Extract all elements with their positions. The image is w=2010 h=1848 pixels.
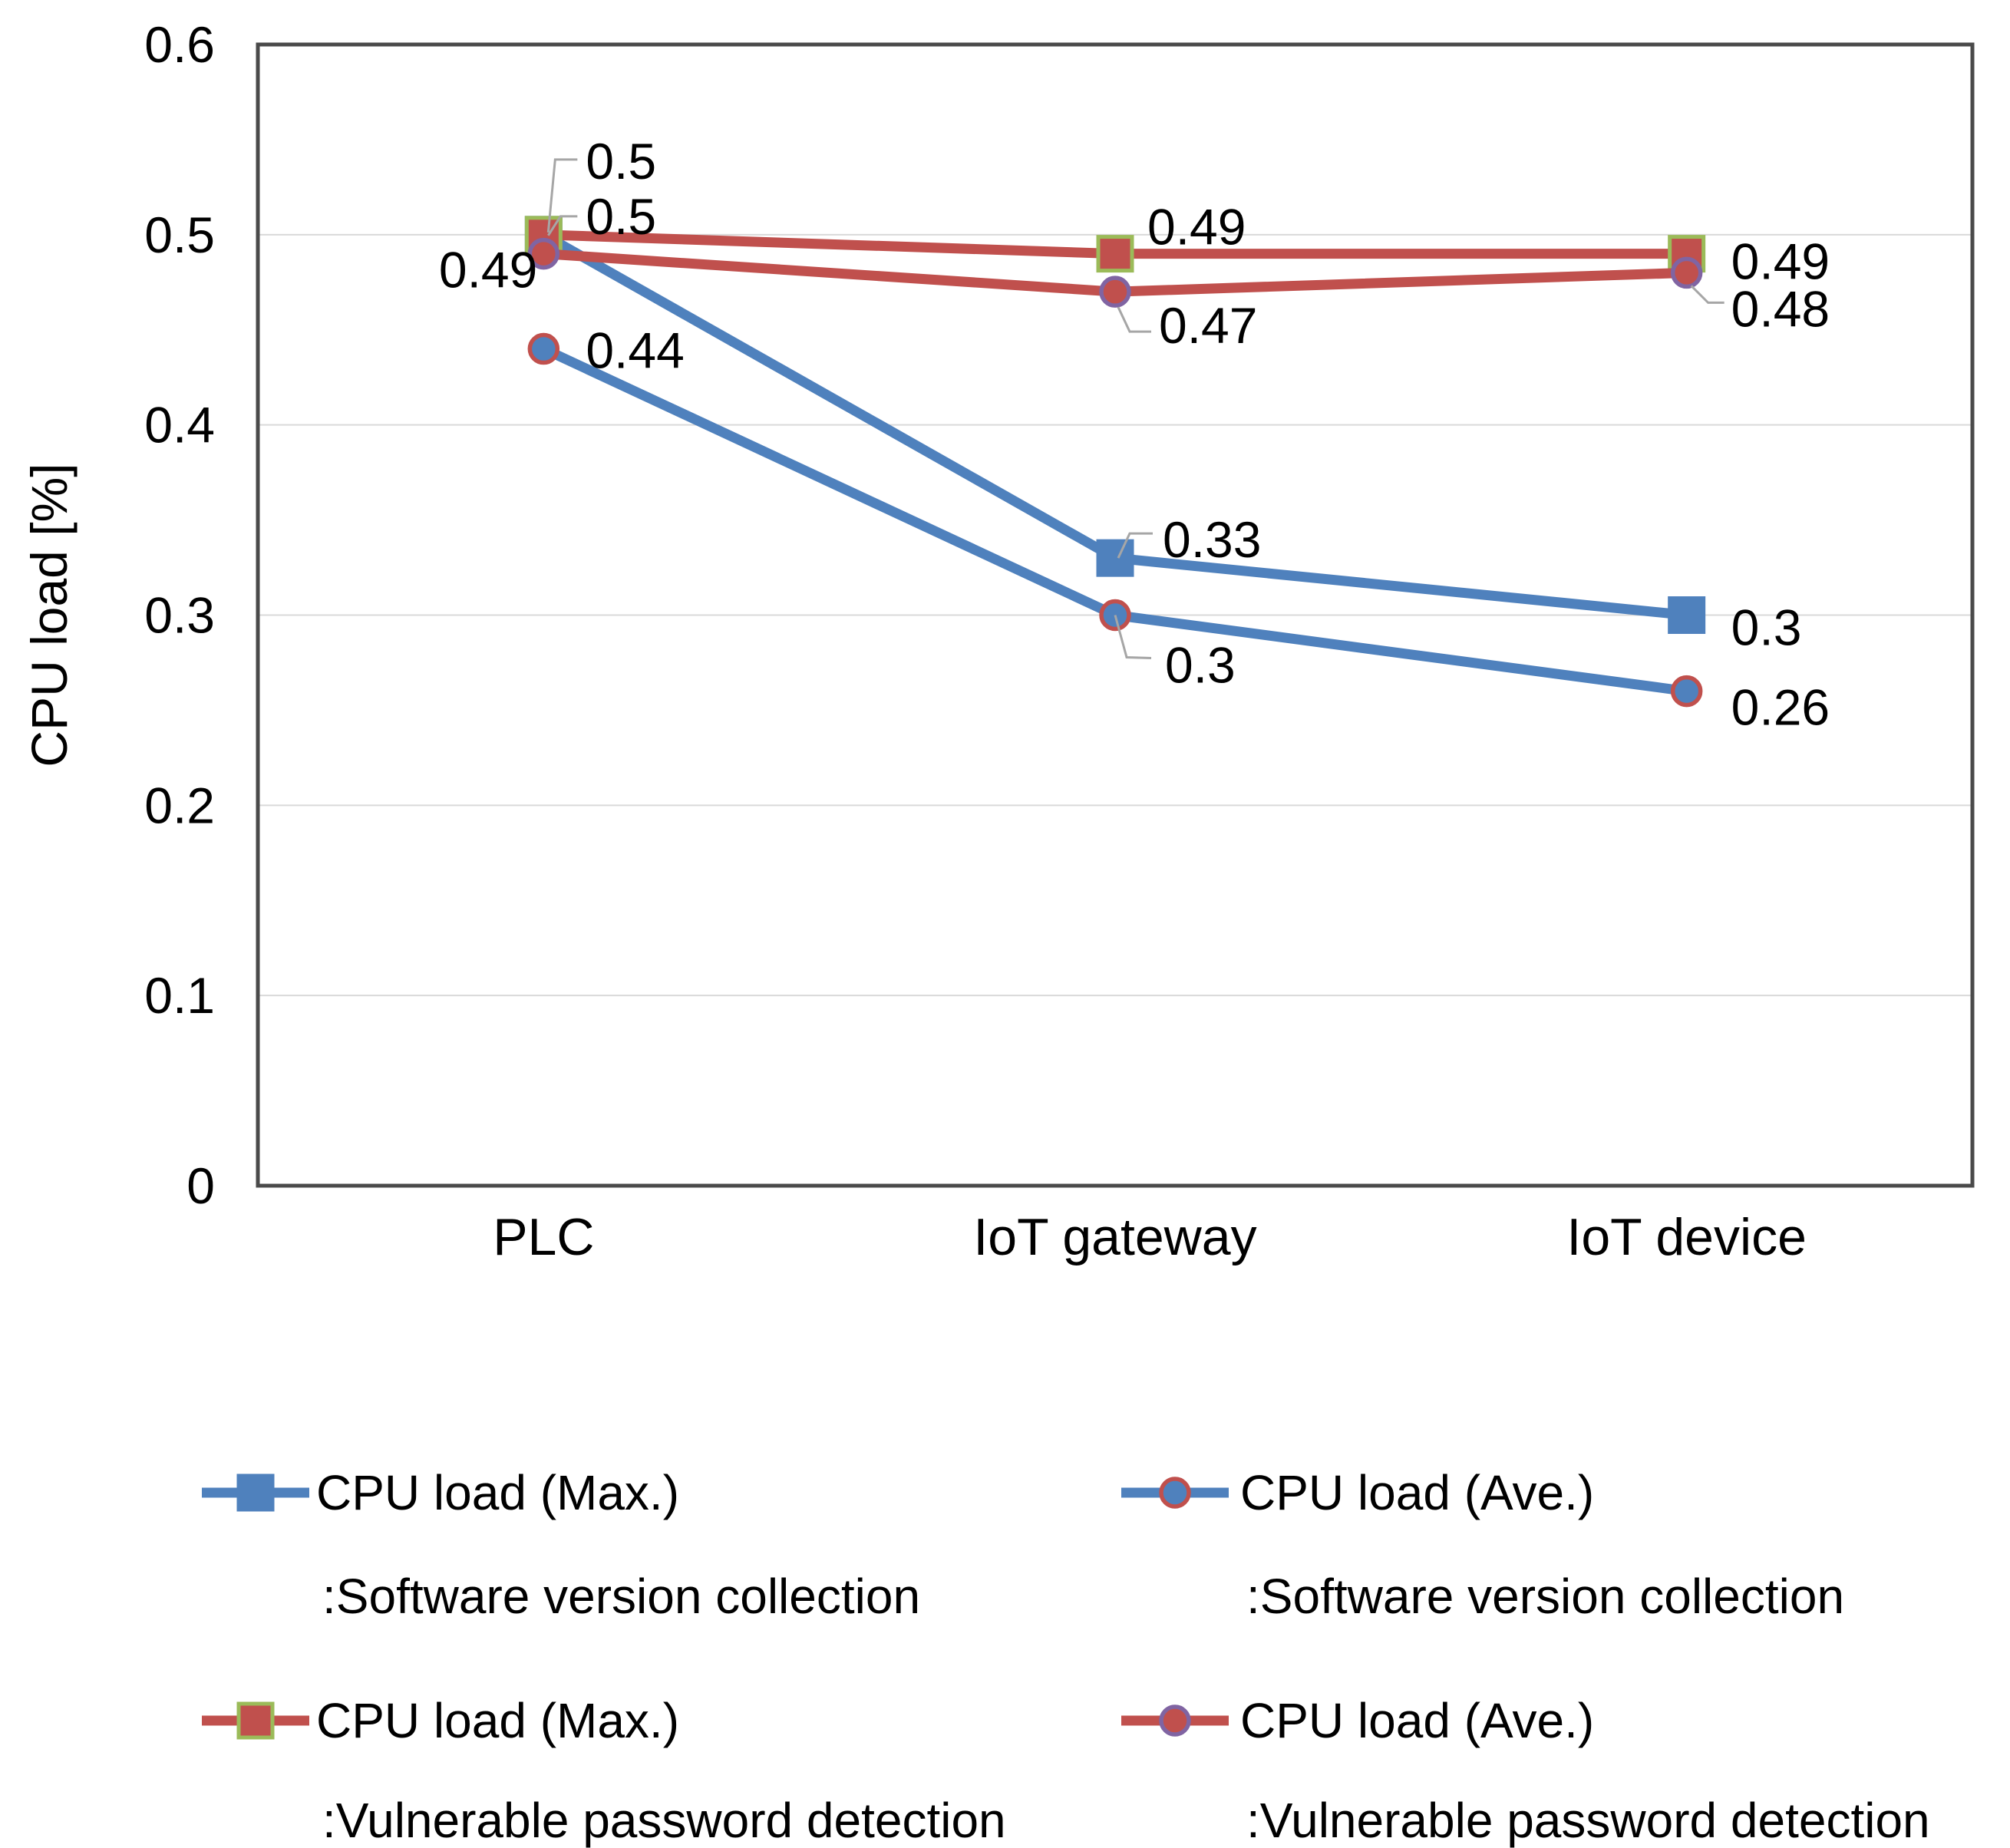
legend-marker-cpu-ave-vulnerable-password <box>1121 1704 1229 1737</box>
legend-label-cpu-ave-vulnerable-password: CPU load (Ave.) <box>1240 1693 1595 1748</box>
y-tick-label: 0 <box>186 1157 215 1214</box>
legend-marker-circle <box>1159 1477 1191 1509</box>
x-category-label: PLC <box>493 1208 594 1266</box>
data-label: 0.44 <box>586 322 684 379</box>
y-tick-label: 0.1 <box>144 967 215 1024</box>
data-label: 0.47 <box>1159 297 1257 354</box>
label-leader <box>546 158 578 233</box>
legend-sublabel-cpu-max-software-version: :Software version collection <box>322 1569 921 1624</box>
data-label: 0.49 <box>439 242 537 299</box>
x-category-label: IoT device <box>1566 1208 1806 1266</box>
x-category-label: IoT gateway <box>973 1208 1256 1266</box>
legend-sublabel-cpu-ave-vulnerable-password: :Vulnerable password detection <box>1246 1793 1930 1848</box>
data-label: 0.49 <box>1147 199 1246 256</box>
marker-circle <box>527 237 560 270</box>
data-label: 0.3 <box>1731 599 1802 656</box>
line-chart-canvas: 0.5 0.33 0.3 0.44 0.3 0.26 0.5 0.49 0.49 0.49 0.47… <box>21 16 1975 1266</box>
series-line <box>541 344 1688 697</box>
marker-square <box>1096 539 1134 577</box>
legend-marker-cpu-ave-software-version <box>1121 1477 1229 1509</box>
series-cpu-ave-software-version <box>527 332 1703 708</box>
marker-circle <box>1670 256 1703 289</box>
legend-marker-square <box>236 1701 275 1740</box>
y-tick-label: 0.2 <box>144 777 215 833</box>
legend-marker-circle <box>1159 1704 1191 1737</box>
series-cpu-ave-vulnerable-password <box>527 237 1703 308</box>
y-tick-label: 0.6 <box>144 16 215 73</box>
label-leader <box>1690 285 1725 304</box>
legend-marker-square <box>236 1473 275 1512</box>
y-tick-label: 0.4 <box>144 397 215 454</box>
data-label: 0.49 <box>1731 233 1830 290</box>
marker-square <box>1668 596 1706 634</box>
data-label: 0.48 <box>1731 280 1830 337</box>
legend-sublabel-cpu-max-vulnerable-password: :Vulnerable password detection <box>322 1793 1006 1848</box>
label-leader <box>1117 532 1153 559</box>
y-tick-label: 0.5 <box>144 206 215 263</box>
label-leader <box>1114 615 1152 659</box>
y-tick-label: 0.3 <box>144 587 215 644</box>
data-label: 0.5 <box>586 133 656 190</box>
marker-circle <box>1670 675 1703 708</box>
marker-circle <box>527 332 560 365</box>
legend-sublabel-cpu-ave-software-version: :Software version collection <box>1246 1569 1845 1624</box>
marker-square <box>1096 235 1134 273</box>
y-axis-title: CPU load [%] <box>21 463 78 767</box>
data-label: 0.3 <box>1165 637 1236 694</box>
plot-border <box>256 42 1975 1188</box>
legend-marker-cpu-max-software-version <box>202 1473 309 1512</box>
data-label: 0.5 <box>586 188 656 245</box>
label-leader <box>547 215 578 236</box>
label-leader <box>1117 306 1151 333</box>
data-label: 0.33 <box>1163 511 1261 568</box>
legend-label-cpu-ave-software-version: CPU load (Ave.) <box>1240 1465 1595 1520</box>
data-label: 0.26 <box>1731 679 1830 736</box>
legend-label-cpu-max-vulnerable-password: CPU load (Max.) <box>316 1693 679 1748</box>
legend-marker-cpu-max-vulnerable-password <box>202 1701 309 1740</box>
legend-label-cpu-max-software-version: CPU load (Max.) <box>316 1465 679 1520</box>
marker-circle <box>1099 276 1131 308</box>
